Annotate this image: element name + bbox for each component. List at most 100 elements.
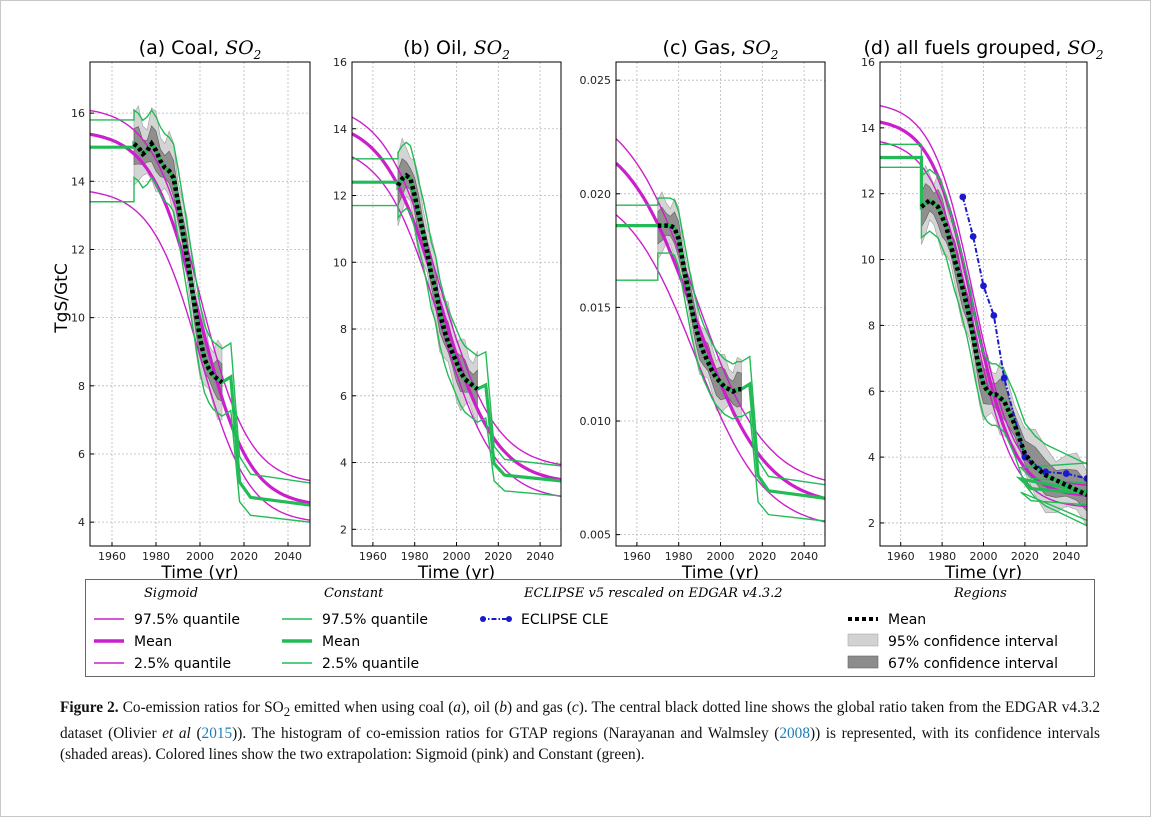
panel-title: (b) Oil, SO2 — [403, 37, 510, 62]
legend-con-lower: 2.5% quantile — [322, 656, 419, 672]
legend-reg-mean: Mean — [888, 612, 926, 628]
eclipse-point — [959, 193, 967, 201]
sigmoid-lower-line — [352, 156, 561, 498]
regional-mean-line — [919, 197, 1087, 497]
panel-title-text: (c) Gas, — [663, 37, 743, 59]
x-axis-label: Time (yr) — [417, 563, 495, 580]
constant-upper-line — [352, 141, 561, 467]
sigmoid-upper-line — [90, 109, 310, 482]
x-tick-label: 1960 — [887, 550, 915, 563]
x-axis-label: Time (yr) — [944, 563, 1022, 580]
constant-lower-line — [880, 166, 1087, 527]
legend-sig-upper: 97.5% quantile — [134, 612, 240, 628]
y-tick-label: 10 — [333, 256, 347, 269]
caption-etal: et al — [162, 725, 191, 743]
y-tick-label: 0.025 — [580, 74, 612, 87]
caption-c: c — [571, 699, 579, 716]
legend-head-regions: Regions — [953, 586, 1007, 601]
x-tick-label: 1980 — [142, 550, 170, 563]
x-tick-label: 1960 — [359, 550, 387, 563]
caption-a: a — [453, 699, 461, 716]
plot-area — [352, 116, 561, 498]
caption-ref-2008[interactable]: 2008 — [779, 725, 810, 743]
x-tick-label: 2000 — [707, 550, 735, 563]
y-tick-label: 8 — [78, 380, 85, 393]
constant-lower-line — [352, 204, 561, 497]
legend-reg-ci95: 95% confidence interval — [888, 634, 1058, 650]
eclipse-point — [969, 233, 977, 240]
constant-upper-line — [90, 108, 310, 484]
x-axis-label: Time (yr) — [160, 563, 238, 580]
panel-title-text: (d) all fuels grouped, — [863, 37, 1067, 59]
caption-b: b — [499, 699, 507, 716]
caption-text-2: emitted when using coal ( — [290, 699, 454, 716]
panel-title: (a) Coal, SO2 — [139, 37, 262, 62]
legend-head-sigmoid: Sigmoid — [144, 586, 198, 601]
legend-eclipse-swatch — [480, 616, 512, 622]
legend-head-constant: Constant — [324, 586, 384, 601]
x-tick-label: 1960 — [98, 550, 126, 563]
y-tick-label: 0.005 — [580, 529, 612, 542]
y-tick-label: 16 — [71, 107, 85, 120]
constant-lower-line — [616, 252, 825, 522]
panel-title-sub: 2 — [501, 48, 510, 62]
caption-text-7: )). The histogram of co-emission ratios … — [232, 725, 780, 743]
legend-head-eclipse: ECLIPSE v5 rescaled on EDGAR v4.3.2 — [523, 586, 783, 601]
y-tick-label: 12 — [861, 188, 875, 201]
panel-title-math: SO — [1067, 37, 1096, 59]
x-tick-label: 2020 — [1011, 550, 1039, 563]
legend-eclipse: ECLIPSE CLE — [521, 612, 609, 628]
legend: Sigmoid Constant ECLIPSE v5 rescaled on … — [85, 579, 1095, 677]
constant-lower-line — [90, 176, 310, 523]
panel-title-math: SO — [474, 37, 503, 59]
x-tick-label: 2040 — [274, 550, 302, 563]
x-tick-label: 1960 — [623, 550, 651, 563]
y-tick-label: 4 — [868, 451, 875, 464]
panel-title-math: SO — [742, 37, 771, 59]
caption-text-6: ( — [190, 725, 202, 743]
panel-title-text: (b) Oil, — [403, 37, 474, 59]
x-tick-label: 2020 — [748, 550, 776, 563]
plot-area — [880, 105, 1087, 527]
figure-caption: Figure 2. Co-emission ratios for SO2 emi… — [60, 697, 1100, 765]
x-tick-label: 2000 — [443, 550, 471, 563]
x-tick-label: 2000 — [970, 550, 998, 563]
legend-con-upper: 97.5% quantile — [322, 612, 428, 628]
legend-sig-lower: 2.5% quantile — [134, 656, 231, 672]
y-tick-label: 2 — [340, 523, 347, 536]
eclipse-point — [990, 312, 998, 319]
y-tick-label: 0.015 — [580, 301, 612, 314]
eclipse-point — [980, 282, 987, 290]
y-tick-label: 12 — [71, 243, 85, 256]
constant-mean-line — [880, 155, 1087, 497]
panel-title-text: (a) Coal, — [139, 37, 225, 59]
plot-area — [616, 138, 825, 523]
y-tick-label: 2 — [868, 517, 875, 530]
caption-text-5: ). The central black dotted line shows t… — [60, 699, 1101, 743]
caption-ref-2015[interactable]: 2015 — [201, 725, 233, 743]
legend-svg: Sigmoid Constant ECLIPSE v5 rescaled on … — [94, 586, 1058, 672]
caption-text-8: )) is represented, with its confidence i… — [60, 725, 1101, 764]
y-tick-label: 14 — [861, 122, 875, 135]
sigmoid-upper-line — [352, 116, 561, 466]
y-tick-label: 6 — [340, 390, 347, 403]
regional-mean-line — [396, 172, 479, 391]
eclipse-point — [1062, 470, 1070, 477]
panel-title: (c) Gas, SO2 — [663, 37, 779, 62]
plot-area — [90, 105, 310, 523]
caption-label: Figure 2. — [60, 699, 119, 716]
legend-sig-mean: Mean — [134, 634, 172, 650]
x-tick-label: 2020 — [230, 550, 258, 563]
y-tick-label: 16 — [861, 56, 875, 69]
panel-title-math: SO — [225, 37, 254, 59]
legend-reg-ci67: 67% confidence interval — [888, 656, 1058, 672]
y-tick-label: 10 — [861, 254, 875, 267]
x-tick-label: 1980 — [928, 550, 956, 563]
chart-panel-2: 1960 1980 2000 2020 2040 2 4 6 8 10 12 14 16 Time (yr… — [333, 37, 562, 580]
y-tick-label: 6 — [868, 385, 875, 398]
y-tick-label: 4 — [78, 516, 85, 529]
y-tick-label: 12 — [333, 190, 347, 203]
x-tick-label: 2040 — [526, 550, 554, 563]
constant-upper-line — [880, 143, 1087, 485]
eclipse-point — [1000, 374, 1008, 382]
